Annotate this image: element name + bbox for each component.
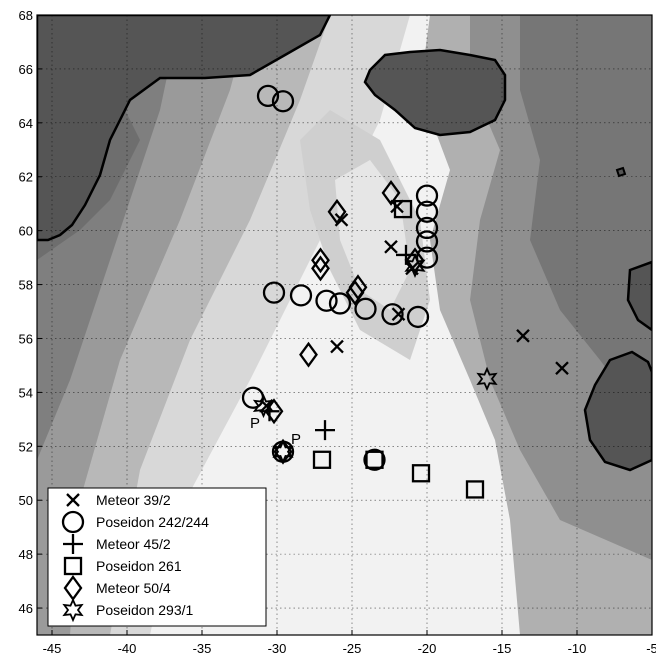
y-tick-label: 64 <box>19 116 33 131</box>
y-tick-label: 60 <box>19 224 33 239</box>
legend-box <box>47 487 267 627</box>
square-marker <box>465 480 485 499</box>
star-marker <box>404 253 426 278</box>
circle-marker <box>415 246 439 269</box>
square-marker <box>365 450 384 469</box>
x-tick-label: -35 <box>193 641 212 656</box>
legend-x-symbol <box>66 493 80 507</box>
diamond-marker <box>299 341 318 368</box>
y-tick-label: 52 <box>19 439 33 454</box>
circle-marker <box>406 305 430 329</box>
legend-label-poseidon-293-1: Poseidon 293/1 <box>96 602 194 618</box>
annotation-labels: P P <box>250 415 301 448</box>
circle-marker <box>262 281 286 304</box>
x-tick-label: -25 <box>343 641 362 656</box>
diamond-marker <box>327 198 347 225</box>
diamond-marker <box>381 179 401 206</box>
square-marker <box>312 450 332 469</box>
circle-marker <box>415 230 439 253</box>
axis-ticks: -45 -40 -35 -30 -25 -20 -15 -10 -5 46 48 50 52 54 56 58… <box>19 8 656 656</box>
plot-frame <box>36 14 653 636</box>
x-tick-label: -30 <box>268 641 287 656</box>
diamond-marker <box>311 247 330 274</box>
legend-plus-symbol <box>63 534 83 554</box>
legend-label-poseidon-261: Poseidon 261 <box>96 558 182 574</box>
x-tick-label: -40 <box>118 641 137 656</box>
star-marker <box>252 393 275 419</box>
diamond-marker <box>345 279 365 306</box>
y-tick-label: 54 <box>19 385 33 400</box>
legend-label-meteor-39-2: Meteor 39/2 <box>96 492 171 508</box>
annotation-p-1: P <box>250 415 260 432</box>
square-marker <box>393 199 413 219</box>
legend-star-symbol <box>62 597 84 623</box>
station-markers <box>241 84 569 499</box>
y-tick-label: 58 <box>19 278 33 293</box>
x-tick-label: -20 <box>418 641 437 656</box>
y-tick-label: 62 <box>19 170 33 185</box>
circle-marker <box>289 284 313 307</box>
circle-marker <box>415 200 439 223</box>
circle-marker <box>363 448 386 471</box>
legend-circle-symbol <box>61 510 85 534</box>
grid-lines <box>37 15 652 635</box>
circle-marker <box>415 184 439 207</box>
y-tick-label: 68 <box>19 8 33 23</box>
diamond-marker <box>405 247 425 274</box>
x-marker <box>384 240 398 254</box>
circle-marker <box>315 289 338 312</box>
bathymetry-background <box>37 15 652 635</box>
legend-label-meteor-45-2: Meteor 45/2 <box>96 536 171 552</box>
legend-label-meteor-50-4: Meteor 50/4 <box>96 580 171 596</box>
y-tick-label: 50 <box>19 493 33 508</box>
legend-symbols <box>61 493 85 623</box>
y-tick-label: 46 <box>19 601 33 616</box>
circle-marker <box>256 84 280 108</box>
x-marker <box>330 339 344 354</box>
x-tick-label: -5 <box>646 641 656 656</box>
y-tick-label: 56 <box>19 331 33 346</box>
annotation-p-2: P <box>291 431 301 448</box>
y-tick-label: 66 <box>19 62 33 77</box>
diamond-marker <box>311 255 330 282</box>
circle-marker <box>271 90 295 113</box>
square-marker <box>411 464 431 483</box>
x-marker <box>555 361 569 375</box>
x-tick-label: -10 <box>568 641 587 656</box>
x-marker <box>516 328 530 343</box>
star-marker <box>476 366 498 392</box>
x-tick-label: -15 <box>493 641 512 656</box>
legend-label-poseidon-242-244: Poseidon 242/244 <box>96 514 209 530</box>
legend-square-symbol <box>63 556 83 576</box>
circle-marker <box>381 303 404 326</box>
circle-marker <box>415 216 439 240</box>
legend: Meteor 39/2 Poseidon 242/244 Meteor 45/2… <box>47 487 267 627</box>
x-tick-label: -45 <box>43 641 62 656</box>
circle-marker <box>328 292 352 315</box>
circle-marker <box>354 297 377 320</box>
plus-marker <box>315 420 335 441</box>
star-marker <box>272 439 294 464</box>
y-tick-label: 48 <box>19 547 33 562</box>
